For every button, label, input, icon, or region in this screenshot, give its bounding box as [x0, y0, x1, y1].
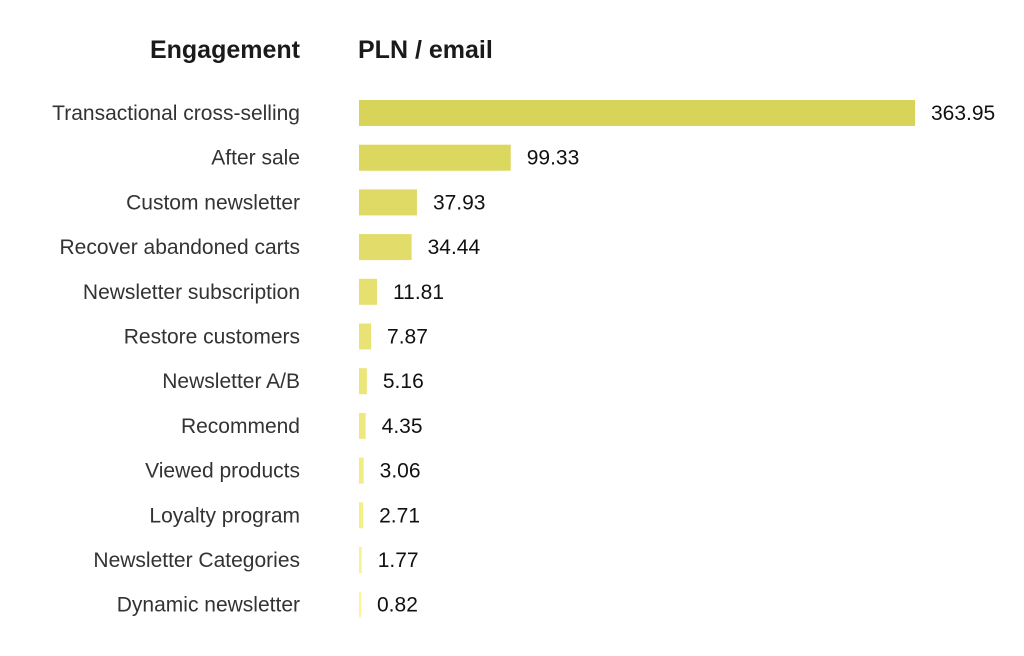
value-header: PLN / email	[358, 36, 493, 64]
value-label: 4.35	[382, 415, 423, 438]
value-label: 363.95	[931, 102, 995, 125]
bar	[359, 189, 417, 216]
category-label: Newsletter A/B	[162, 370, 300, 393]
category-label: Loyalty program	[149, 504, 300, 527]
category-label: Custom newsletter	[126, 191, 300, 214]
category-label: Recover abandoned carts	[60, 236, 301, 259]
bar	[359, 412, 366, 439]
value-label: 34.44	[428, 236, 481, 259]
bar	[359, 234, 412, 261]
bar	[359, 323, 372, 350]
bar	[359, 547, 362, 573]
category-label: Dynamic newsletter	[117, 594, 300, 617]
value-label: 11.81	[393, 281, 444, 304]
category-label: Transactional cross-selling	[52, 102, 300, 125]
category-label: Viewed products	[145, 460, 300, 483]
bar	[359, 100, 915, 126]
value-label: 99.33	[527, 147, 580, 170]
category-header: Engagement	[150, 36, 301, 64]
category-label: Newsletter subscription	[83, 281, 300, 304]
category-label: Restore customers	[124, 326, 300, 349]
bars-group: Transactional cross-selling 363.95 After s…	[52, 100, 995, 618]
bar	[359, 502, 364, 529]
bar	[359, 457, 364, 484]
category-label: Recommend	[181, 415, 300, 438]
bar	[359, 278, 378, 305]
value-label: 37.93	[433, 191, 486, 214]
category-label: Newsletter Categories	[93, 549, 300, 572]
value-label: 5.16	[383, 370, 424, 393]
bar	[359, 144, 511, 171]
value-label: 7.87	[387, 326, 428, 349]
value-label: 3.06	[380, 460, 421, 483]
value-label: 2.71	[379, 504, 420, 527]
value-label: 1.77	[378, 549, 419, 572]
category-label: After sale	[211, 147, 300, 170]
bar	[359, 591, 361, 618]
bar	[359, 368, 367, 395]
value-label: 0.82	[377, 594, 418, 617]
